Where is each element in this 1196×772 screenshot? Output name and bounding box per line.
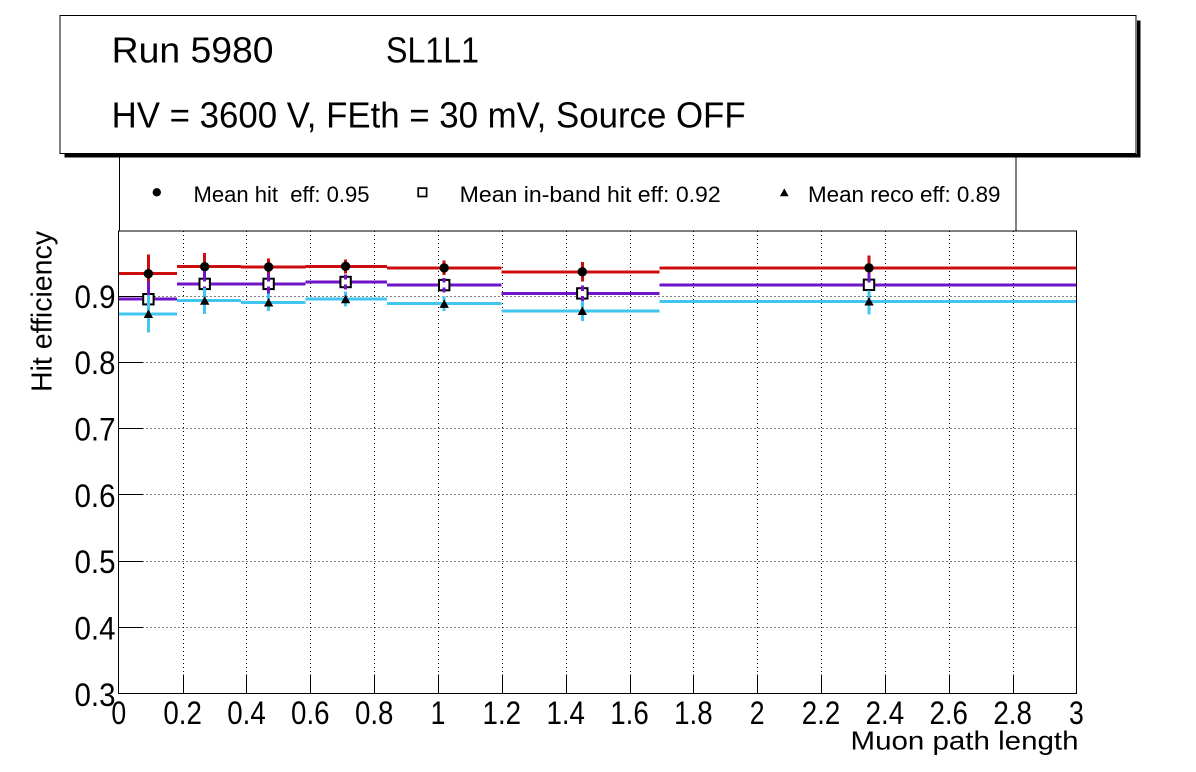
svg-text:3: 3 — [1069, 695, 1084, 731]
svg-text:2.6: 2.6 — [929, 695, 968, 731]
svg-text:0.8: 0.8 — [355, 695, 394, 731]
svg-text:0.6: 0.6 — [75, 478, 116, 514]
svg-text:2.8: 2.8 — [993, 695, 1032, 731]
svg-text:0.8: 0.8 — [75, 345, 116, 381]
svg-text:Hit efficiency: Hit efficiency — [27, 231, 59, 392]
svg-text:0.4: 0.4 — [227, 695, 266, 731]
svg-text:2: 2 — [750, 695, 765, 731]
svg-text:0.3: 0.3 — [75, 677, 116, 713]
svg-text:2.2: 2.2 — [802, 695, 841, 731]
svg-text:1.8: 1.8 — [674, 695, 713, 731]
svg-text:SL1L1: SL1L1 — [386, 30, 479, 71]
svg-text:0.7: 0.7 — [75, 412, 116, 448]
svg-text:Run 5980: Run 5980 — [112, 30, 274, 71]
svg-text:Mean reco eff: 0.89: Mean reco eff: 0.89 — [808, 182, 1001, 207]
svg-text:1.4: 1.4 — [546, 695, 585, 731]
svg-text:0.9: 0.9 — [75, 279, 116, 315]
svg-text:1.6: 1.6 — [610, 695, 649, 731]
svg-text:2.4: 2.4 — [866, 695, 905, 731]
svg-text:1: 1 — [431, 695, 446, 731]
svg-text:HV = 3600 V, FEth = 30 mV, Sou: HV = 3600 V, FEth = 30 mV, Source OFF — [112, 94, 746, 135]
svg-text:0.4: 0.4 — [75, 611, 116, 647]
svg-text:Mean in-band hit eff: 0.92: Mean in-band hit eff: 0.92 — [460, 182, 721, 207]
svg-text:1.2: 1.2 — [483, 695, 522, 731]
svg-text:0.6: 0.6 — [291, 695, 330, 731]
svg-text:Mean hit eff: 0.95: Mean hit eff: 0.95 — [194, 182, 370, 207]
svg-text:Muon path length: Muon path length — [851, 726, 1079, 756]
svg-text:0.5: 0.5 — [75, 544, 116, 580]
svg-text:0.2: 0.2 — [163, 695, 202, 731]
svg-text:0: 0 — [111, 695, 126, 731]
